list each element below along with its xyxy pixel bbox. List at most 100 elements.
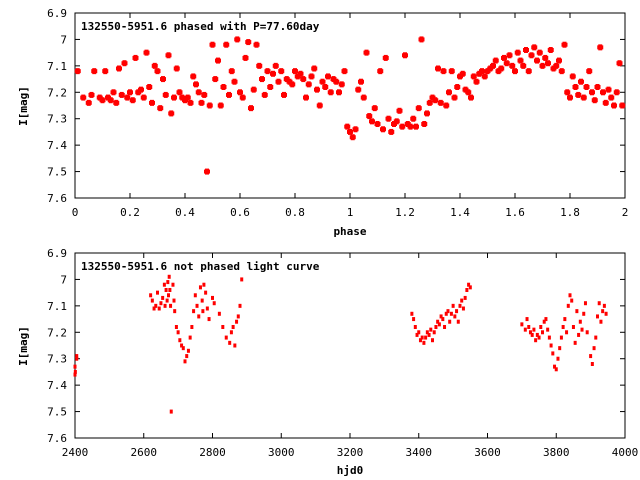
data-point: [221, 325, 225, 329]
data-point: [436, 319, 440, 324]
y-tick-label: 7.3: [47, 113, 67, 126]
data-point: [571, 325, 575, 329]
data-point: [578, 319, 582, 324]
data-point: [183, 359, 187, 364]
data-point: [178, 338, 182, 343]
data-point: [429, 327, 433, 332]
data-point: [314, 86, 320, 93]
data-point: [546, 327, 550, 332]
data-point: [289, 81, 296, 88]
data-point: [422, 340, 426, 345]
data-point: [176, 89, 183, 96]
data-point: [455, 309, 459, 314]
data-point: [448, 319, 452, 324]
data-point: [172, 298, 176, 303]
data-point: [316, 102, 323, 109]
data-point: [418, 338, 422, 343]
data-point: [542, 319, 546, 324]
data-point: [506, 52, 513, 59]
data-point: [596, 314, 599, 319]
data-point: [586, 68, 593, 75]
data-point: [437, 99, 444, 106]
x-tick-label: 2800: [199, 446, 226, 459]
data-point: [366, 113, 373, 120]
data-point: [270, 70, 276, 77]
data-point: [180, 343, 184, 348]
data-point: [197, 314, 201, 319]
axis-ticks: 0 0.2 0.4 0.6 0.8 1 1.2 1.4 1.6 1.8 2 6.9 7 7.1 7.2 7.3…: [47, 7, 628, 219]
data-point: [608, 94, 615, 101]
data-point: [520, 62, 527, 69]
data-point: [99, 97, 106, 104]
x-tick-label: 1: [347, 206, 354, 219]
data-point: [160, 76, 166, 83]
data-point: [558, 346, 562, 351]
data-point: [424, 110, 430, 117]
y-tick-label: 7.4: [47, 139, 67, 152]
data-point: [173, 65, 180, 72]
x-tick-label: 4000: [612, 446, 639, 459]
data-point: [544, 317, 548, 322]
data-point: [165, 52, 172, 59]
data-point: [440, 68, 447, 75]
data-point: [611, 102, 617, 109]
x-tick-label: 0: [72, 206, 79, 219]
data-point: [169, 303, 173, 308]
data-point: [229, 330, 233, 335]
data-point: [580, 327, 584, 332]
data-point: [224, 335, 228, 340]
data-point: [498, 65, 505, 72]
data-point: [582, 311, 586, 316]
data-point: [531, 44, 538, 51]
data-point: [432, 330, 436, 335]
data-point: [168, 288, 172, 292]
data-point: [228, 68, 235, 75]
data-point: [457, 73, 463, 80]
data-point: [536, 49, 543, 56]
data-point: [256, 62, 263, 69]
y-tick-label: 7.6: [47, 192, 67, 205]
data-point: [479, 68, 485, 75]
data-point: [228, 340, 232, 345]
y-tick-label: 7.1: [47, 60, 67, 73]
data-point: [410, 115, 417, 122]
data-point: [501, 54, 507, 61]
data-point: [220, 84, 227, 90]
data-point: [453, 314, 457, 319]
x-tick-label: 0.6: [230, 206, 250, 219]
y-tick-label: 7.5: [47, 166, 67, 179]
data-point: [470, 73, 477, 80]
data-point: [239, 94, 246, 101]
data-point: [209, 41, 216, 48]
phased-light-curve-panel: 132550-5951.6 phased with P=77.60day pha…: [17, 7, 628, 238]
data-point: [468, 285, 472, 290]
data-point: [589, 89, 595, 96]
data-point: [303, 94, 309, 101]
data-point: [599, 319, 603, 324]
data-point: [154, 303, 158, 308]
data-point: [121, 60, 128, 67]
data-point: [467, 282, 471, 287]
data-point: [412, 317, 416, 322]
data-point: [432, 97, 439, 104]
data-point: [573, 340, 577, 345]
y-tick-label: 6.9: [47, 247, 67, 260]
data-point: [215, 57, 221, 64]
data-point: [465, 89, 472, 96]
x-tick-label: 3600: [474, 446, 501, 459]
data-point: [118, 91, 125, 98]
data-point: [545, 60, 551, 67]
data-point: [424, 335, 428, 340]
data-point: [463, 295, 467, 300]
data-point: [602, 99, 609, 106]
data-point: [426, 99, 433, 106]
data-point: [525, 68, 532, 75]
data-point: [236, 314, 240, 319]
data-point: [311, 65, 318, 72]
data-point: [591, 97, 598, 104]
data-point: [583, 301, 587, 306]
x-tick-label: 3800: [543, 446, 570, 459]
data-point: [74, 68, 81, 75]
data-point: [547, 47, 554, 53]
data-point: [152, 306, 156, 311]
